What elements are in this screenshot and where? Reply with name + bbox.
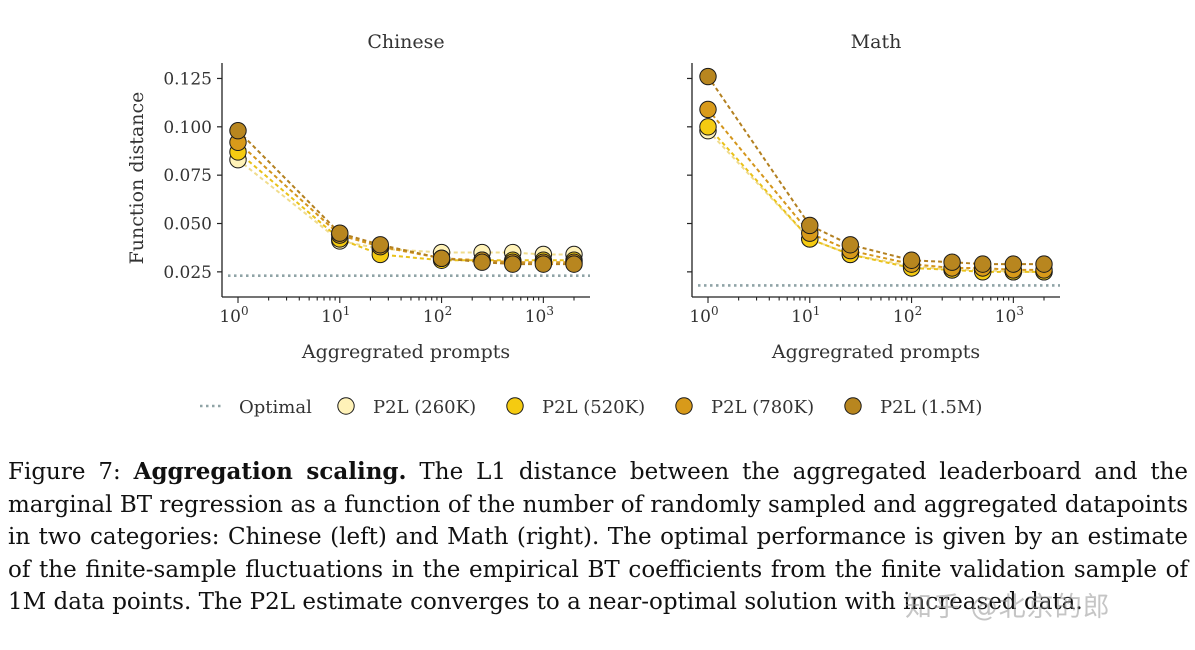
watermark: 知乎 @北京的郎	[905, 592, 1111, 623]
series-line-2	[237, 151, 574, 262]
caption-figure-label: Figure 7:	[8, 459, 121, 485]
data-point	[801, 216, 819, 235]
x-tick-label: 100	[219, 304, 248, 327]
x-tick-label: 101	[321, 304, 350, 327]
y-tick-label: 0.025	[163, 263, 212, 283]
data-point	[699, 100, 717, 119]
y-axis-label: Function distance	[126, 92, 148, 265]
data-point	[565, 255, 583, 273]
data-point	[974, 255, 992, 273]
y-tick-label: 0.075	[163, 166, 212, 186]
data-point	[841, 236, 859, 254]
chart-panel-math: Math 100 101 102 103 Aggregrated prompts	[687, 31, 1060, 363]
series-line-3	[237, 141, 574, 264]
data-point	[371, 236, 389, 254]
figure: Chinese 0.025 0.050 0.075 0.100 0.125 100 101 10…	[126, 31, 1060, 418]
x-axis-label: Aggregrated prompts	[771, 341, 980, 363]
series-line-1	[237, 158, 574, 256]
data-point	[229, 121, 247, 140]
data-point	[473, 253, 491, 271]
data-point	[534, 255, 553, 273]
series-line-3	[707, 108, 1044, 271]
caption-text: The L1 distance between the aggregated l…	[8, 459, 1188, 615]
x-axis-label: Aggregrated prompts	[301, 341, 510, 363]
legend-label: P2L (780K)	[711, 397, 814, 418]
series-line-1	[707, 130, 1044, 273]
figure-caption: Figure 7: Aggregation scaling. The L1 di…	[8, 456, 1188, 619]
legend-point-key	[337, 397, 355, 415]
x-tick-label: 100	[689, 304, 718, 327]
legend-point-key	[506, 397, 524, 415]
caption-bold-title: Aggregation scaling.	[133, 458, 407, 485]
legend: Optimal P2L (260K) P2L (520K) P2L (780K) P2L…	[200, 397, 982, 418]
data-point	[432, 249, 451, 268]
legend-point-key	[675, 397, 693, 415]
y-tick-label: 0.050	[163, 215, 212, 235]
x-tick-label: 103	[995, 304, 1024, 327]
legend-label: Optimal	[239, 397, 312, 418]
x-tick-label: 102	[893, 304, 922, 327]
data-point	[699, 118, 717, 136]
legend-label: P2L (520K)	[542, 397, 645, 418]
x-tick-label: 101	[791, 304, 820, 327]
legend-point-key	[844, 397, 862, 415]
y-tick-label: 0.125	[163, 69, 212, 89]
data-point	[943, 253, 961, 271]
series-line-4	[237, 129, 574, 266]
data-point	[504, 255, 522, 273]
data-point	[1004, 255, 1023, 273]
panel-title: Math	[851, 31, 902, 53]
legend-label: P2L (1.5M)	[880, 397, 982, 418]
x-tick-label: 102	[423, 304, 452, 327]
y-tick-label: 0.100	[163, 118, 212, 138]
data-point	[902, 251, 921, 269]
chart-panel-chinese: Chinese 0.025 0.050 0.075 0.100 0.125 100 101 10…	[126, 31, 590, 363]
legend-label: P2L (260K)	[373, 397, 476, 418]
data-point	[331, 224, 349, 242]
data-point	[1035, 255, 1053, 273]
data-point	[699, 67, 717, 86]
x-tick-label: 103	[525, 304, 554, 327]
panel-title: Chinese	[367, 31, 444, 53]
